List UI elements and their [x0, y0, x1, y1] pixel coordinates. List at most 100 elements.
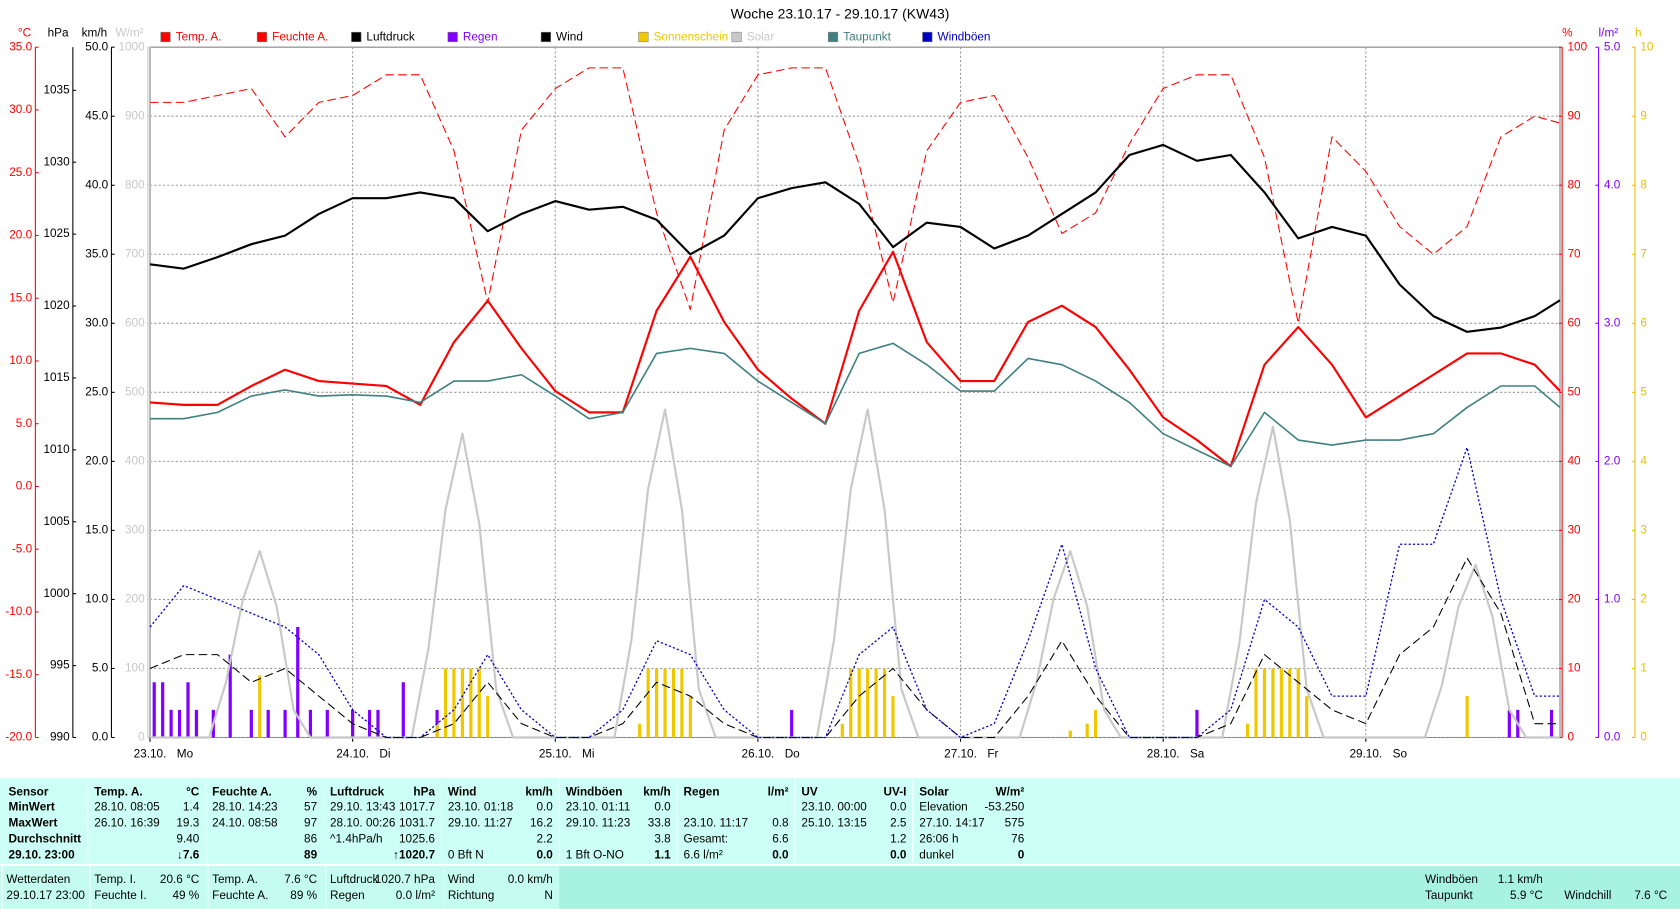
stats-value: 97	[304, 816, 317, 829]
legend-label: Feuchte A.	[272, 31, 328, 44]
x-tick-label: 27.10.	[944, 748, 977, 761]
footer-value: 5.9 °C	[1510, 889, 1543, 902]
y-tick-label: 45.0	[85, 109, 108, 122]
stats-value: 1017.7	[399, 800, 435, 813]
y-tick-label: 1	[1640, 662, 1647, 675]
series-line	[149, 446, 1560, 739]
axis-unit: h	[1635, 26, 1642, 39]
legend-label: Luftdruck	[366, 31, 415, 44]
y-tick-label: 6	[1640, 316, 1647, 329]
stats-time: 27.10. 14:17	[919, 816, 984, 829]
axis-unit: l/m²	[1599, 26, 1619, 39]
legend-swatch	[731, 31, 742, 43]
y-tick-label: 5	[1640, 385, 1647, 398]
footer-value: 1020.7 hPa	[375, 873, 436, 886]
stats-header: Solar	[919, 785, 949, 798]
axis-unit: W/m²	[115, 26, 143, 39]
y-tick-label: 60	[1568, 316, 1582, 329]
stats-time: 23.10. 01:18	[448, 800, 514, 813]
x-weekday-label: Mo	[177, 748, 194, 761]
y-tick-label: 5.0	[1604, 40, 1621, 53]
y-tick-label: 10.0	[9, 354, 32, 367]
y-tick-label: 400	[125, 454, 145, 467]
y-tick-label: 10	[1568, 662, 1582, 675]
stats-value: 86	[304, 832, 318, 845]
stats-time: 28.10. 08:05	[94, 800, 160, 813]
legend-swatch	[827, 31, 839, 43]
axis-unit: hPa	[48, 26, 69, 39]
footer-label: Taupunkt	[1425, 889, 1473, 902]
legend-swatch	[638, 31, 649, 43]
y-tick-label: 15.0	[9, 291, 32, 304]
stats-header: Regen	[684, 785, 720, 798]
y-tick-label: 35.0	[9, 40, 32, 53]
stats-value: 16.2	[530, 816, 553, 829]
legend-swatch	[447, 31, 458, 43]
y-tick-label: 1.0	[1604, 593, 1621, 606]
footer-value: N	[544, 889, 552, 902]
legend-label: Taupunkt	[843, 31, 891, 44]
y-tick-label: 9	[1640, 109, 1647, 122]
y-tick-label: 0.0	[1604, 731, 1621, 744]
footer-label: 29.10.17 23:00	[6, 889, 85, 902]
axis-unit: %	[1562, 26, 1573, 39]
stats-header: Windböen	[566, 785, 623, 798]
y-tick-label: 0.0	[92, 731, 109, 744]
x-weekday-label: So	[1393, 748, 1408, 761]
stats-time: 0 Bft N	[448, 849, 484, 862]
series-line	[150, 67, 1561, 324]
y-tick-label: -10.0	[5, 605, 32, 618]
x-weekday-label: Do	[785, 748, 800, 761]
y-tick-label: 5.0	[92, 662, 109, 675]
stats-value: 1.2	[890, 832, 906, 845]
y-tick-label: 100	[125, 662, 145, 675]
stats-value: 3.8	[654, 832, 671, 845]
stats-unit: hPa	[413, 785, 435, 798]
stats-value: -53.250	[984, 800, 1024, 813]
y-tick-label: 700	[125, 247, 145, 260]
x-tick-label: 24.10.	[336, 748, 369, 761]
footer-label: Richtung	[448, 889, 494, 902]
chart-title: Woche 23.10.17 - 29.10.17 (KW43)	[731, 6, 950, 22]
series-line	[149, 250, 1561, 468]
stats-time: 23.10. 00:00	[801, 800, 867, 813]
y-tick-label: 25.0	[9, 166, 32, 179]
footer-label: Temp. A.	[212, 873, 258, 886]
stats-time: 28.10. 14:23	[212, 800, 278, 813]
legend-label: Regen	[463, 31, 498, 44]
stats-header: Luftdruck	[330, 785, 385, 798]
stats-unit: l/m²	[768, 785, 789, 798]
stats-value: 1.4	[183, 800, 200, 813]
y-tick-label: 50.0	[85, 40, 108, 53]
y-tick-label: 3	[1640, 524, 1647, 537]
y-tick-label: 1000	[118, 40, 145, 53]
footer-label: Windböen	[1425, 873, 1478, 886]
stats-value: 1031.7	[399, 816, 435, 829]
footer-value: 89 %	[290, 889, 317, 902]
legend-swatch	[351, 31, 362, 43]
y-tick-label: -15.0	[5, 668, 32, 681]
y-tick-label: 30.0	[9, 103, 32, 116]
y-tick-label: 1005	[43, 515, 70, 528]
x-tick-label: 25.10.	[539, 748, 572, 761]
y-tick-label: 0	[1568, 731, 1575, 744]
y-tick-label: 40.0	[85, 178, 108, 191]
stats-row-label: MaxWert	[9, 816, 58, 829]
y-tick-label: 995	[50, 659, 70, 672]
stats-value: 0.8	[772, 816, 789, 829]
stats-time: 29.10. 11:27	[448, 816, 513, 829]
stats-value: 1025.6	[399, 832, 435, 845]
y-tick-label: 30	[1568, 524, 1582, 537]
stats-panel	[0, 778, 1680, 864]
x-tick-label: 26.10.	[742, 748, 775, 761]
stats-time: 28.10. 00:26	[330, 816, 396, 829]
stats-value: 76	[1011, 832, 1025, 845]
x-weekday-label: Sa	[1190, 748, 1205, 761]
y-tick-label: -5.0	[12, 542, 33, 555]
stats-value: 0.0	[537, 849, 554, 862]
y-tick-label: 30.0	[85, 316, 108, 329]
stats-value: 2.2	[537, 832, 553, 845]
stats-value: 0.0	[654, 800, 671, 813]
